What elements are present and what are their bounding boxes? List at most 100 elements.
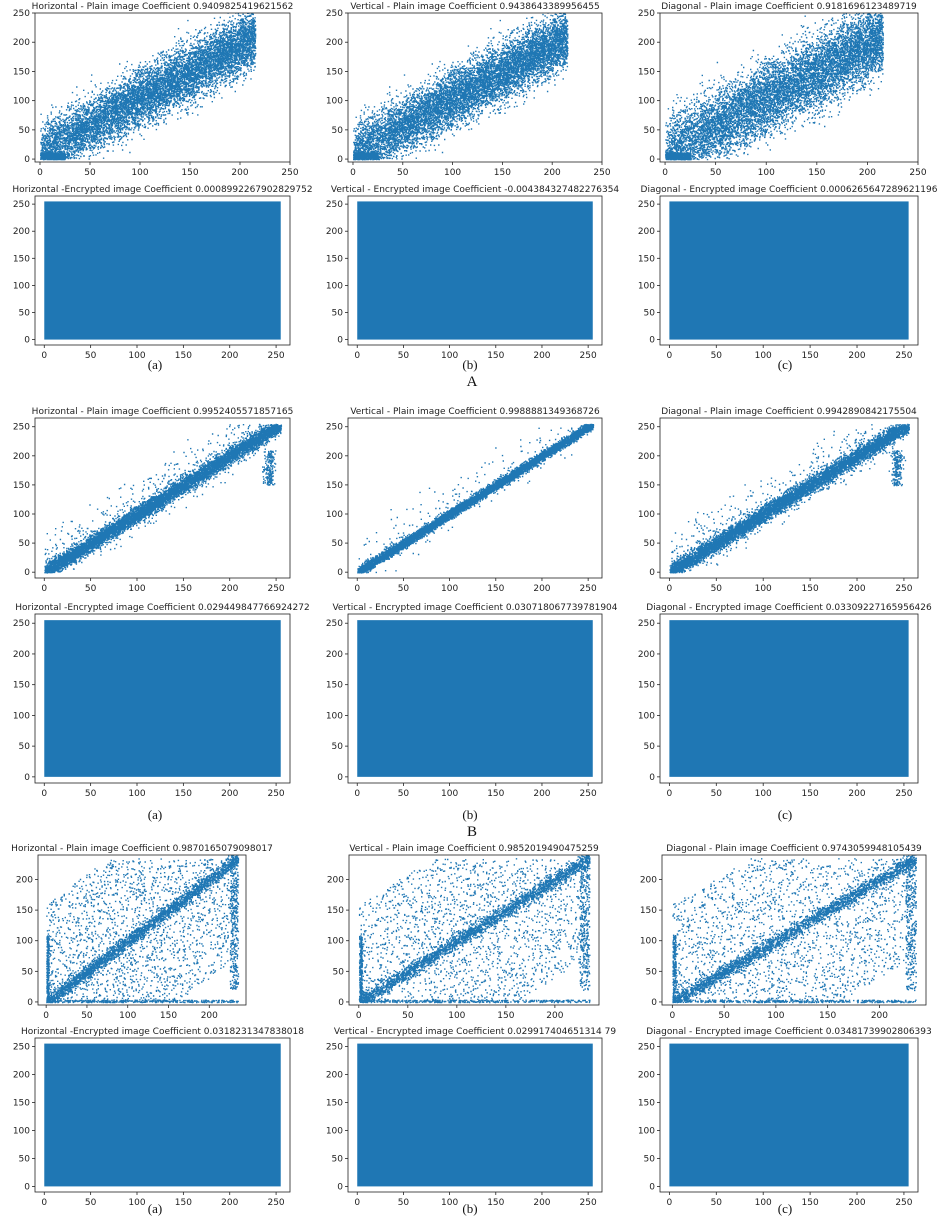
x-tick-label: 200 — [848, 1198, 865, 1208]
x-tick-label: 150 — [808, 168, 825, 178]
y-tick-label: 150 — [13, 67, 30, 77]
y-tick-label: 150 — [638, 681, 655, 691]
panel-letter: (c) — [778, 807, 792, 822]
y-tick-label: 100 — [638, 97, 655, 107]
y-tick-label: 0 — [338, 998, 344, 1008]
x-tick-label: 50 — [718, 1011, 730, 1021]
y-tick-label: 0 — [649, 336, 655, 346]
x-tick-label: 0 — [41, 584, 47, 594]
x-tick-label: 200 — [848, 584, 865, 594]
x-tick-label: 100 — [441, 351, 458, 361]
x-tick-label: 100 — [448, 1011, 465, 1021]
x-tick-label: 50 — [85, 1198, 97, 1208]
x-tick-label: 200 — [871, 1011, 888, 1021]
x-tick-label: 0 — [43, 1011, 49, 1021]
y-tick-label: 100 — [326, 97, 343, 107]
y-tick-label: 250 — [638, 423, 655, 433]
y-tick-label: 200 — [638, 38, 655, 48]
point-cloud — [665, 13, 884, 161]
x-tick-label: 50 — [398, 789, 410, 799]
x-tick-label: 200 — [221, 789, 238, 799]
x-tick-label: 200 — [231, 168, 248, 178]
uniform-point-cloud — [669, 1043, 909, 1187]
axes-frame — [347, 195, 603, 346]
y-tick-label: 100 — [326, 1126, 343, 1136]
y-tick-label: 50 — [332, 742, 344, 752]
scatter-panel: Horizontal - Plain image Coefficient 0.9… — [11, 844, 273, 1021]
panel-title: Vertical - Plain image Coefficient 0.985… — [349, 844, 599, 854]
x-tick-label: 250 — [267, 584, 284, 594]
x-tick-label: 50 — [711, 351, 723, 361]
point-cloud — [669, 423, 910, 574]
x-tick-label: 250 — [580, 351, 597, 361]
y-tick-label: 200 — [638, 227, 655, 237]
y-tick-label: 150 — [640, 906, 657, 916]
scatter-panel: Horizontal -Encrypted image Coefficient … — [13, 1027, 304, 1208]
x-tick-label: 100 — [758, 168, 775, 178]
scatter-points — [669, 620, 909, 777]
panel-letter: (c) — [778, 357, 792, 372]
y-tick-label: 200 — [638, 1070, 655, 1080]
x-tick-label: 250 — [267, 789, 284, 799]
panel-title: Horizontal -Encrypted image Coefficient … — [15, 603, 309, 613]
axes-frame — [34, 613, 291, 784]
x-tick-label: 250 — [580, 584, 597, 594]
uniform-point-cloud — [357, 1043, 593, 1187]
y-tick-label: 0 — [27, 998, 33, 1008]
uniform-point-cloud — [44, 620, 281, 777]
x-tick-label: 0 — [41, 351, 47, 361]
x-tick-label: 200 — [221, 351, 238, 361]
y-tick-label: 50 — [332, 1154, 344, 1164]
y-tick-label: 0 — [649, 1182, 655, 1192]
point-cloud — [357, 423, 595, 574]
x-tick-label: 250 — [909, 168, 926, 178]
y-tick-label: 150 — [326, 481, 343, 491]
y-tick-label: 50 — [644, 539, 656, 549]
x-tick-label: 0 — [354, 789, 360, 799]
x-tick-label: 0 — [350, 168, 356, 178]
x-tick-label: 250 — [281, 168, 298, 178]
x-tick-label: 0 — [667, 351, 673, 361]
y-tick-label: 150 — [13, 254, 30, 264]
panel-letter: (a) — [148, 1201, 162, 1216]
y-tick-label: 200 — [13, 38, 30, 48]
scatter-points — [353, 13, 569, 161]
scatter-points — [669, 201, 909, 340]
x-tick-label: 200 — [859, 168, 876, 178]
scatter-points — [358, 855, 591, 1004]
y-tick-label: 50 — [644, 742, 656, 752]
y-tick-label: 150 — [13, 481, 30, 491]
panel-title: Vertical - Encrypted image Coefficient 0… — [332, 603, 617, 613]
scatter-panel: Vertical - Encrypted image Coefficient 0… — [326, 1027, 617, 1208]
y-tick-label: 200 — [13, 1070, 30, 1080]
point-cloud — [44, 423, 283, 574]
scatter-panel: Diagonal - Plain image Coefficient 0.994… — [638, 407, 919, 594]
y-tick-label: 200 — [326, 452, 343, 462]
y-tick-label: 50 — [646, 967, 658, 977]
y-tick-label: 100 — [16, 937, 33, 947]
y-tick-label: 200 — [640, 875, 657, 885]
y-tick-label: 250 — [13, 1042, 30, 1052]
y-tick-label: 100 — [13, 510, 30, 520]
x-tick-label: 150 — [802, 789, 819, 799]
y-tick-label: 50 — [19, 1154, 31, 1164]
y-tick-label: 50 — [644, 308, 656, 318]
x-tick-label: 200 — [201, 1011, 218, 1021]
y-tick-label: 0 — [337, 1182, 343, 1192]
panel-title: Diagonal - Encrypted image Coefficient 0… — [641, 185, 938, 195]
scatter-points — [357, 423, 595, 574]
y-tick-label: 250 — [13, 9, 30, 19]
panel-title: Diagonal - Encrypted image Coefficient 0… — [646, 1027, 932, 1037]
x-tick-label: 100 — [441, 789, 458, 799]
x-tick-label: 50 — [85, 351, 97, 361]
uniform-point-cloud — [669, 201, 909, 340]
y-tick-label: 200 — [13, 650, 30, 660]
y-tick-label: 100 — [638, 281, 655, 291]
y-tick-label: 100 — [13, 711, 30, 721]
y-tick-label: 150 — [326, 67, 343, 77]
x-tick-label: 250 — [895, 584, 912, 594]
x-tick-label: 100 — [767, 1011, 784, 1021]
axes-frame — [659, 613, 919, 784]
x-tick-label: 50 — [81, 1011, 93, 1021]
